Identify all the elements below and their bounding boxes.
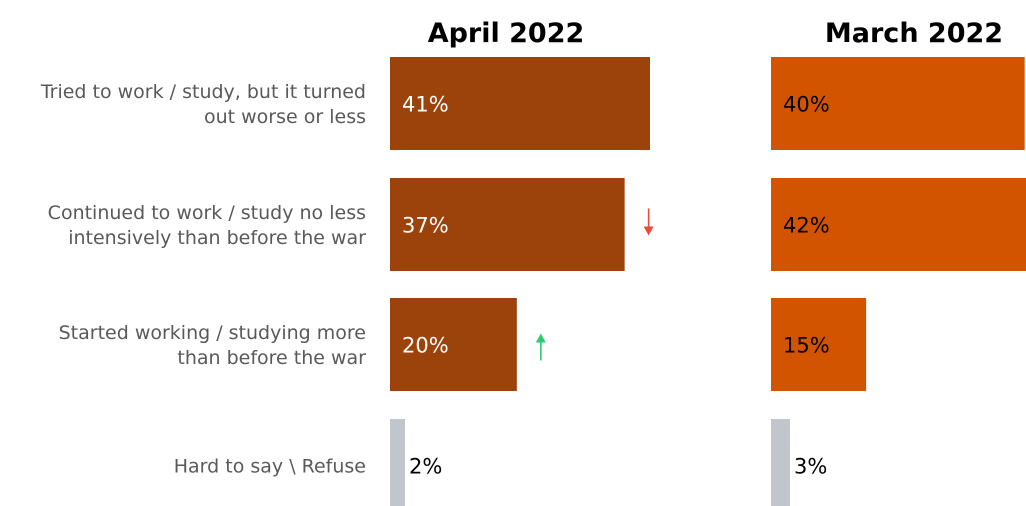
category-label: Hard to say \ Refuse bbox=[174, 456, 366, 478]
arrow-up-icon bbox=[535, 333, 546, 361]
category-label: Tried to work / study, but it turned bbox=[40, 81, 366, 103]
bar bbox=[771, 298, 867, 391]
data-label: 42% bbox=[783, 214, 830, 238]
bar bbox=[771, 419, 791, 506]
category-label: Started working / studying more bbox=[59, 322, 366, 344]
panel-title-april-2022: April 2022 bbox=[428, 18, 585, 49]
data-label: 15% bbox=[783, 334, 830, 358]
data-label: 37% bbox=[402, 214, 449, 238]
bar bbox=[390, 298, 517, 391]
category-label: Continued to work / study no less bbox=[48, 202, 366, 224]
data-label: 3% bbox=[794, 455, 827, 479]
bar bbox=[390, 57, 650, 150]
data-label: 41% bbox=[402, 93, 449, 117]
panel-title-march-2022: March 2022 bbox=[825, 18, 1003, 49]
data-label: 20% bbox=[402, 334, 449, 358]
arrow-down-icon bbox=[643, 208, 654, 236]
bar bbox=[771, 57, 1025, 150]
bar bbox=[771, 178, 1026, 271]
category-label: than before the war bbox=[177, 347, 366, 369]
data-label: 40% bbox=[783, 93, 830, 117]
category-label: out worse or less bbox=[204, 106, 366, 128]
data-label: 2% bbox=[409, 455, 442, 479]
bar bbox=[390, 419, 405, 506]
bar bbox=[390, 178, 625, 271]
category-label: intensively than before the war bbox=[68, 227, 366, 249]
